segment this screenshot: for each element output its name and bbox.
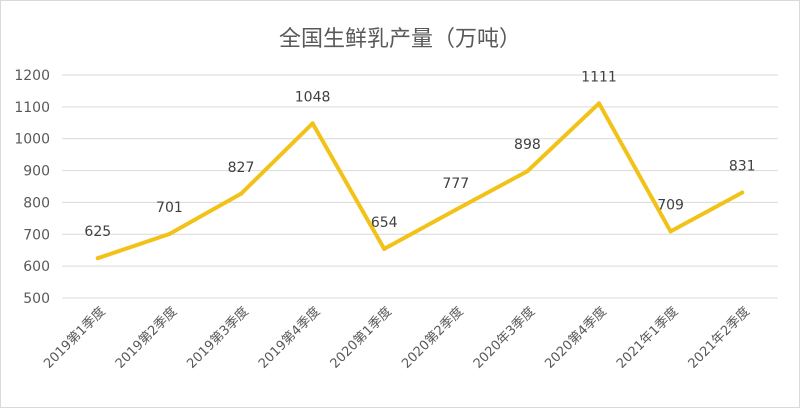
x-tick-label: 2020第2季度: [398, 304, 466, 372]
data-label: 1111: [581, 69, 617, 85]
data-point: [740, 190, 745, 195]
data-point: [597, 101, 601, 106]
y-tick-label: 1000: [14, 132, 50, 148]
data-label: 777: [442, 176, 469, 192]
y-tick-label: 1100: [14, 100, 50, 116]
series-line: [95, 101, 745, 261]
y-tick-label: 800: [23, 195, 50, 211]
data-label: 1048: [295, 89, 331, 105]
data-point: [310, 121, 315, 126]
x-tick-label: 2019第2季度: [112, 304, 180, 372]
x-tick-label: 2019第3季度: [184, 304, 252, 372]
data-label: 654: [371, 215, 398, 231]
y-tick-label: 500: [23, 291, 50, 307]
x-tick-label: 2019第1季度: [40, 304, 108, 372]
y-tick-label: 1200: [14, 68, 50, 84]
chart-title: 全国生鲜乳产量（万吨）: [279, 27, 521, 52]
x-tick-label: 2021年2季度: [685, 304, 753, 372]
data-label: 709: [657, 197, 684, 213]
x-tick-label: 2019第4季度: [255, 304, 323, 372]
y-tick-label: 900: [23, 164, 50, 180]
x-tick-label: 2020年3季度: [470, 304, 538, 372]
y-tick-label: 600: [23, 259, 50, 275]
data-label: 827: [228, 160, 255, 176]
x-axis-ticks: 2019第1季度 2019第2季度 2019第3季度 2019第4季度 2020第1季度…: [40, 304, 753, 372]
gridlines: [62, 74, 778, 299]
data-point: [525, 169, 530, 174]
data-label: 898: [514, 137, 541, 153]
data-point: [167, 231, 172, 236]
data-point: [239, 191, 243, 196]
y-axis-ticks: 500 600 700 800 900 1000 1100 1200: [14, 68, 50, 307]
data-label: 701: [156, 200, 183, 216]
data-label: 625: [84, 224, 111, 240]
series-layer: [95, 101, 745, 261]
y-tick-label: 700: [23, 227, 50, 243]
x-tick-label: 2021年1季度: [613, 304, 681, 372]
data-point: [382, 246, 387, 251]
data-point: [95, 256, 100, 261]
x-tick-label: 2020第4季度: [542, 304, 610, 372]
data-point: [668, 229, 673, 234]
data-point: [453, 207, 458, 212]
x-tick-label: 2020第1季度: [327, 304, 395, 372]
data-labels: 625 701 827 1048 654 777 898 1111 709 831: [84, 69, 755, 240]
data-label: 831: [729, 159, 756, 175]
